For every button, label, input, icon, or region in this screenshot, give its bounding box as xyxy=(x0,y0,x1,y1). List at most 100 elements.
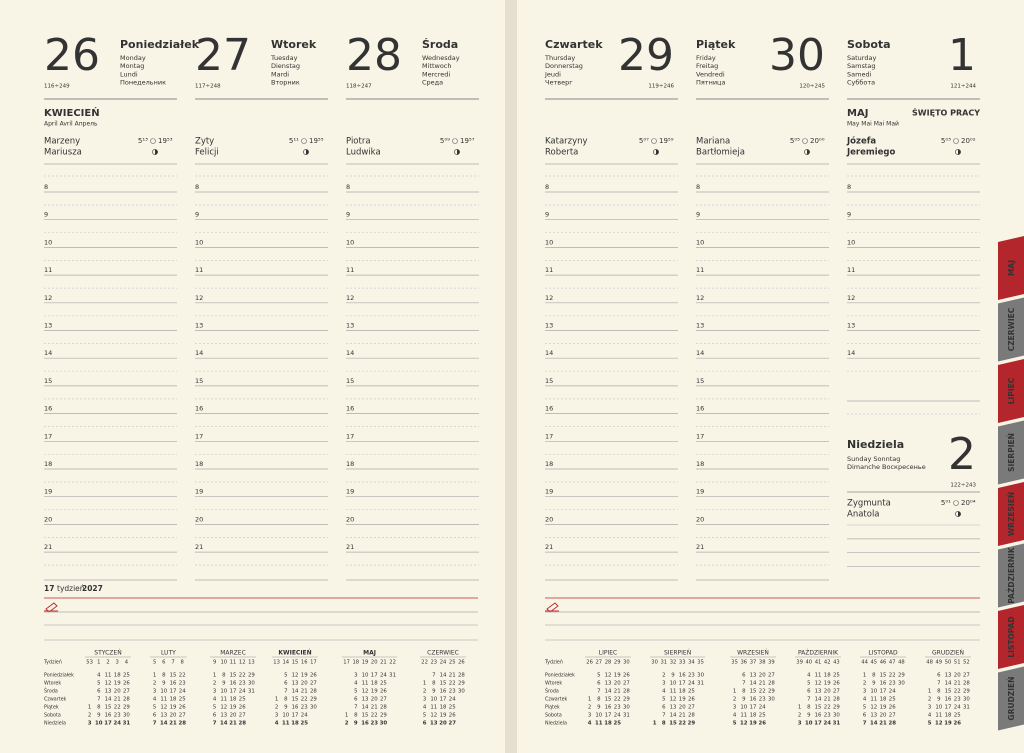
mini-date: 20 xyxy=(371,697,378,703)
mini-date: 19 xyxy=(371,689,378,695)
mini-date: 4 xyxy=(153,697,157,703)
mini-date: 26 xyxy=(953,721,961,727)
mini-week: 35 xyxy=(731,660,738,666)
hour-label: 11 xyxy=(346,266,354,274)
mini-date: 16 xyxy=(750,697,757,703)
mini-week: 2 xyxy=(106,660,109,666)
sunset: 20⁰⁴ xyxy=(961,499,976,507)
mini-date: 11 xyxy=(430,705,437,711)
mini-date: 30 xyxy=(623,705,630,711)
mini-date: 27 xyxy=(768,673,775,679)
mini-date: 22 xyxy=(889,673,896,679)
hour-label: 19 xyxy=(696,488,704,496)
mini-date: 18 xyxy=(440,705,447,711)
sunset: 20⁰² xyxy=(961,137,976,145)
day-name: Poniedziałek xyxy=(120,38,200,51)
mini-week: 27 xyxy=(595,660,602,666)
mini-date: 7 xyxy=(662,713,665,719)
mini-date: 4 xyxy=(213,697,217,703)
mini-date: 8 xyxy=(162,673,166,679)
hour-label: 21 xyxy=(545,543,553,551)
mini-date: 7 xyxy=(354,705,357,711)
mini-date: 2 xyxy=(345,721,349,727)
hour-label: 10 xyxy=(545,238,553,246)
mini-date: 13 xyxy=(292,681,299,687)
mini-date: 4 xyxy=(662,689,666,695)
mini-date: 9 xyxy=(671,673,675,679)
month-tab[interactable] xyxy=(998,666,1024,731)
mini-date: 21 xyxy=(114,697,121,703)
mini-date: 5 xyxy=(863,705,866,711)
mini-week: 17 xyxy=(343,660,350,666)
month-tab[interactable] xyxy=(998,236,1024,300)
hour-label: 10 xyxy=(346,238,354,246)
mini-week: 20 xyxy=(371,660,378,666)
mini-date: 5 xyxy=(153,705,156,711)
mini-date: 31 xyxy=(697,681,704,687)
mini-date: 18 xyxy=(679,689,686,695)
mini-date: 6 xyxy=(807,689,811,695)
mini-date: 12 xyxy=(670,697,677,703)
mini-date: 17 xyxy=(880,689,887,695)
mini-week: 15 xyxy=(292,660,299,666)
mini-date: 25 xyxy=(380,681,387,687)
mini-date: 6 xyxy=(662,705,666,711)
day-translation: Суббота xyxy=(847,79,875,87)
month-tab[interactable] xyxy=(998,605,1024,669)
mini-date: 26 xyxy=(380,689,387,695)
mini-date: 20 xyxy=(824,689,831,695)
hour-label: 16 xyxy=(44,405,52,413)
month-tab[interactable] xyxy=(998,482,1024,546)
mini-date: 1 xyxy=(928,689,931,695)
month-tab[interactable] xyxy=(998,420,1024,485)
mini-date: 5 xyxy=(807,681,810,687)
mini-date: 16 xyxy=(815,713,822,719)
mini-month: WRZESIEŃ xyxy=(737,650,769,657)
day-name: Piątek xyxy=(696,38,736,51)
name-day: Jeremiego xyxy=(846,148,896,158)
month-tab[interactable] xyxy=(998,359,1024,423)
hour-label: 17 xyxy=(195,432,203,440)
mini-week: 33 xyxy=(679,660,686,666)
mini-date: 1 xyxy=(275,697,278,703)
day-translation: Mercredi xyxy=(422,70,450,78)
day-of-year: 118÷247 xyxy=(346,84,372,90)
mini-date: 28 xyxy=(963,681,970,687)
week-word: tydzień xyxy=(57,584,85,593)
mini-date: 15 xyxy=(292,697,299,703)
mini-date: 28 xyxy=(238,721,246,727)
sunset: 19⁵⁵ xyxy=(309,137,324,145)
mini-date: 20 xyxy=(954,673,961,679)
mini-week: 22 xyxy=(421,660,428,666)
mini-date: 8 xyxy=(742,689,746,695)
day-number: 29 xyxy=(618,30,674,81)
mini-week: 44 xyxy=(861,660,868,666)
mini-date: 24 xyxy=(759,705,766,711)
hour-label: 8 xyxy=(545,183,549,191)
mini-date: 27 xyxy=(123,689,130,695)
day-name: Środa xyxy=(422,38,458,51)
hour-label: 13 xyxy=(696,322,704,330)
mini-date: 28 xyxy=(380,705,387,711)
mini-date: 29 xyxy=(380,713,387,719)
mini-date: 4 xyxy=(928,713,932,719)
mini-date: 9 xyxy=(97,713,101,719)
mini-week: 7 xyxy=(171,660,174,666)
mini-date: 9 xyxy=(742,697,746,703)
mini-date: 16 xyxy=(361,721,369,727)
mini-date: 10 xyxy=(362,673,369,679)
month-tab[interactable] xyxy=(998,543,1024,608)
hour-label: 9 xyxy=(346,211,350,219)
month-tab[interactable] xyxy=(998,297,1024,362)
day-translation: Wednesday xyxy=(422,54,460,62)
hour-label: 12 xyxy=(847,294,855,302)
mini-date: 4 xyxy=(354,681,358,687)
mini-date: 28 xyxy=(458,673,465,679)
day-of-year: 116÷249 xyxy=(44,84,70,90)
mini-date: 25 xyxy=(833,673,840,679)
mini-date: 18 xyxy=(750,713,757,719)
day-number: 30 xyxy=(769,30,825,81)
mini-date: 17 xyxy=(104,721,112,727)
mini-date: 11 xyxy=(870,697,877,703)
